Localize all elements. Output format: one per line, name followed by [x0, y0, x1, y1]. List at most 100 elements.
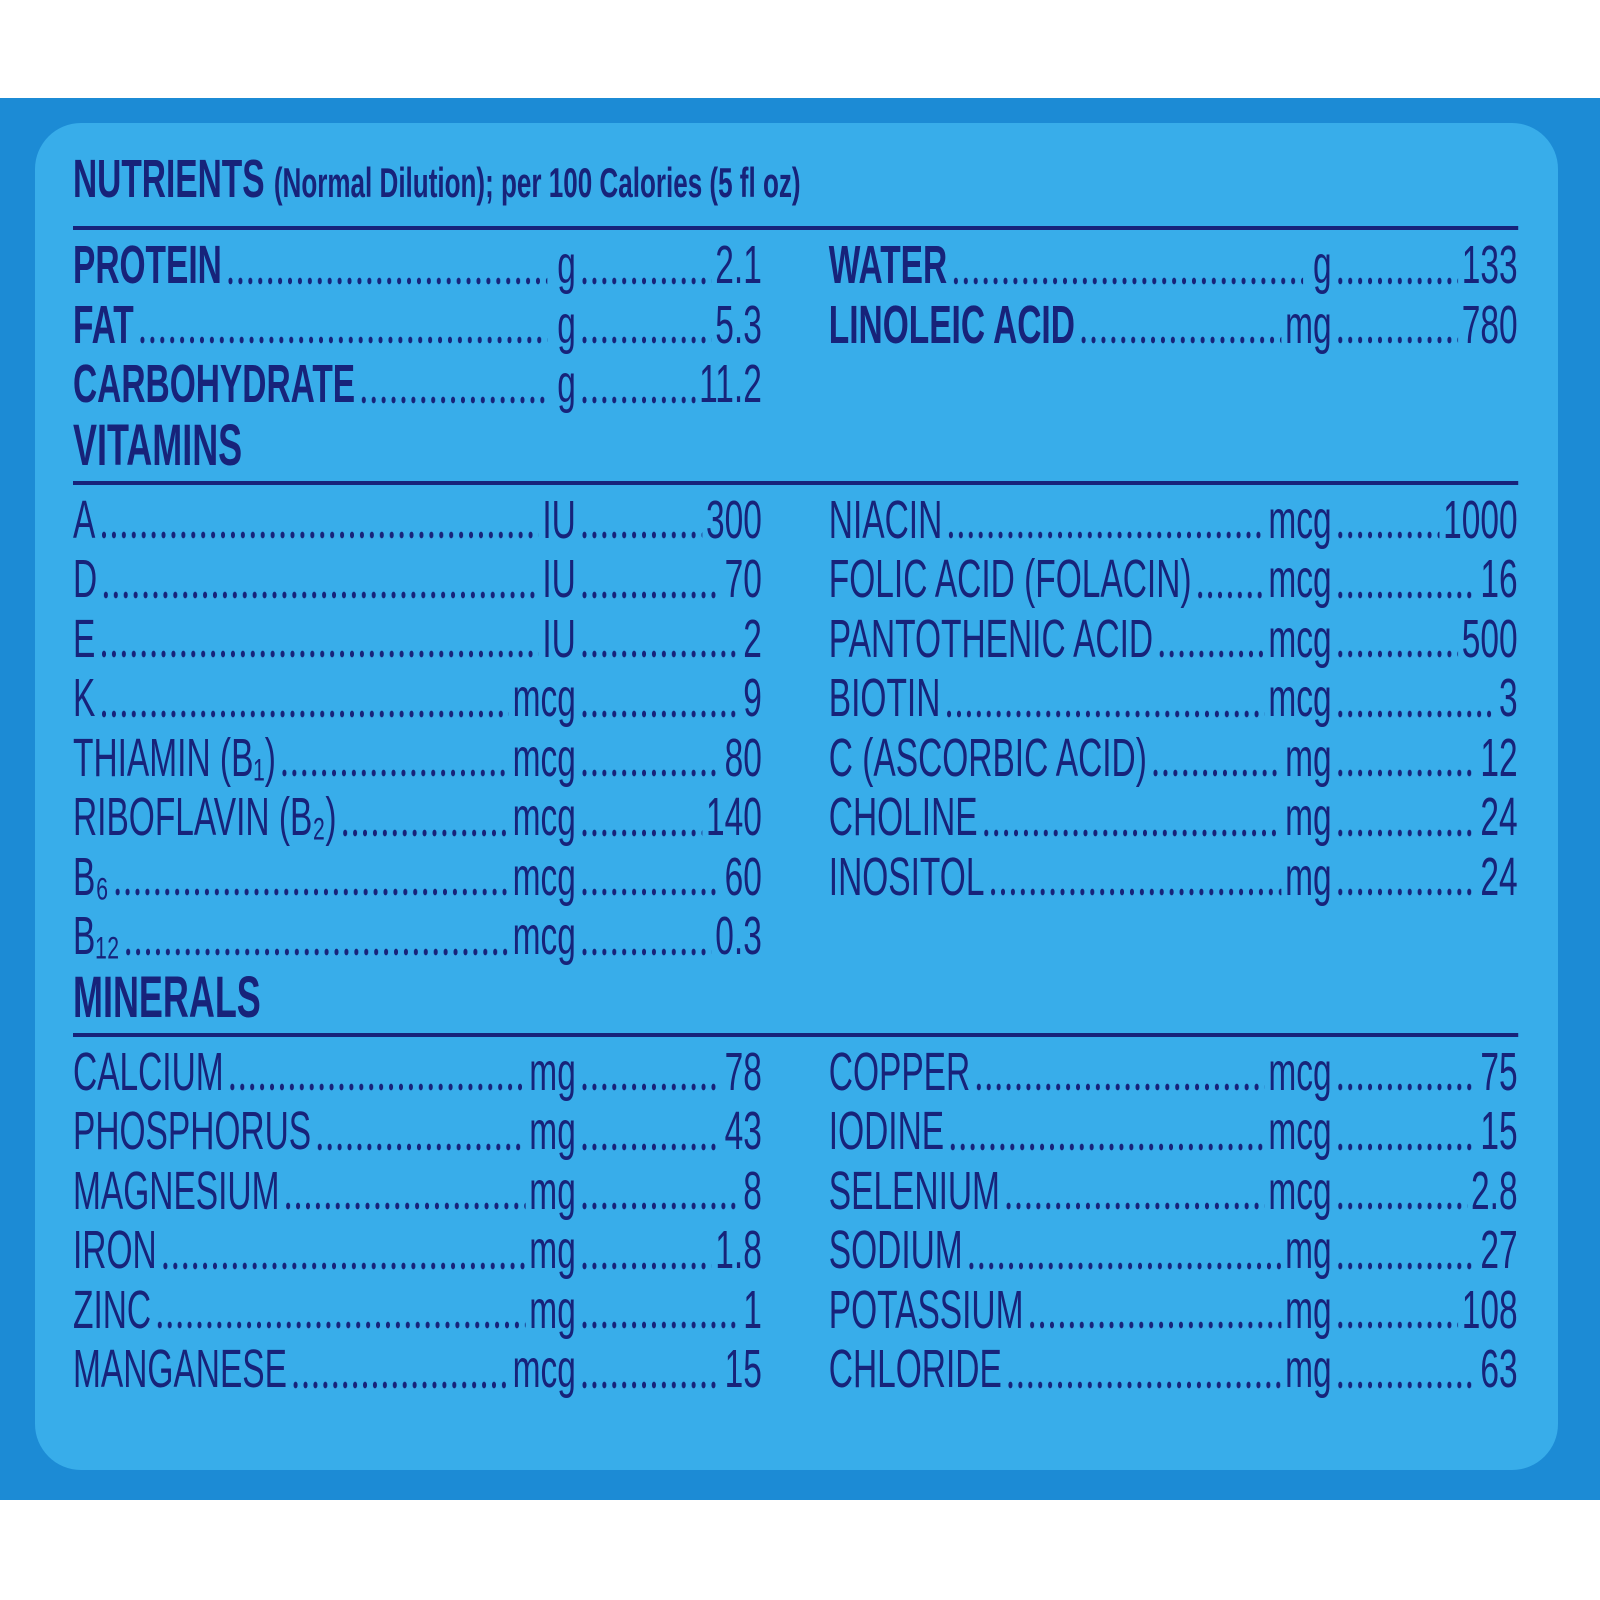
- amount: 15: [1480, 1101, 1518, 1161]
- amount: 27: [1480, 1220, 1518, 1280]
- rule: [73, 226, 1519, 230]
- unit: mg: [529, 1041, 576, 1102]
- dot-leader: [579, 1340, 721, 1400]
- nutrient-name: BIOTIN: [828, 668, 941, 728]
- nutrient-row: POTASSIUM mg 108: [828, 1279, 1518, 1340]
- value-box: 2.8: [1332, 1161, 1518, 1221]
- dot-leader: [988, 847, 1282, 907]
- title: NUTRIENTS (Normal Dilution); per 100 Cal…: [73, 149, 1518, 222]
- nutrient-name: POTASSIUM: [828, 1279, 1024, 1340]
- dot-leader: [966, 1221, 1282, 1281]
- dot-leader: [579, 490, 703, 550]
- nutrient-row: IODINE mcg 15: [829, 1101, 1518, 1162]
- unit: mcg: [1268, 489, 1332, 550]
- nutrient-row: RIBOFLAVIN (B₂) mcg 140: [73, 787, 762, 848]
- nutrient-row: PANTOTHENIC ACID mcg 500: [829, 608, 1518, 669]
- amount: 500: [1461, 608, 1518, 669]
- nutrient-row: MANGANESE mcg 15: [73, 1339, 762, 1400]
- value-box: 63: [1332, 1339, 1518, 1400]
- dot-leader: [579, 1161, 740, 1221]
- nutrient-name: C (ASCORBIC ACID): [828, 727, 1147, 788]
- nutrient-name: CHOLINE: [828, 787, 978, 847]
- value-box: 2: [576, 609, 762, 669]
- dot-leader: [1335, 295, 1459, 355]
- dot-leader: [981, 788, 1282, 848]
- unit: mcg: [1268, 608, 1332, 669]
- dot-leader: [579, 609, 740, 669]
- value-box: 780: [1332, 294, 1518, 355]
- nutrient-row: B₆ mcg 60: [73, 846, 762, 907]
- dot-leader: [160, 1221, 526, 1281]
- amount: 43: [724, 1101, 762, 1161]
- nutrient-row: E IU 2: [73, 609, 762, 669]
- unit: mcg: [512, 668, 576, 728]
- nutrient-name: LINOLEIC ACID: [828, 294, 1075, 355]
- nutrient-row: CHLORIDE mg 63: [828, 1339, 1518, 1400]
- unit: mg: [1285, 846, 1332, 907]
- title-sub: (Normal Dilution); per 100 Calories (5 f…: [273, 159, 801, 206]
- value-box: 2.1: [576, 235, 762, 296]
- dot-leader: [154, 1280, 526, 1340]
- dot-leader: [944, 669, 1265, 729]
- unit: IU: [542, 549, 576, 609]
- value-box: 108: [1332, 1279, 1518, 1340]
- unit: mcg: [512, 846, 576, 907]
- amount: 78: [724, 1041, 762, 1102]
- dot-leader: [1027, 1280, 1282, 1340]
- nutrient-row: SELENIUM mcg 2.8: [829, 1160, 1518, 1221]
- nutrient-row: INOSITOL mg 24: [829, 846, 1518, 907]
- dot-leader: [137, 295, 548, 355]
- dot-leader: [358, 355, 548, 415]
- nutrient-name: SODIUM: [828, 1220, 963, 1280]
- amount: 108: [1461, 1279, 1518, 1340]
- amount: 1: [743, 1279, 762, 1340]
- unit: g: [1312, 235, 1332, 295]
- amount: 780: [1461, 294, 1518, 355]
- section-heading: MINERALS: [73, 964, 261, 1030]
- unit: mg: [1285, 787, 1332, 847]
- amount: 9: [743, 668, 762, 728]
- nutrient-row: NIACIN mcg 1000: [829, 489, 1518, 550]
- dot-leader: [1156, 609, 1265, 669]
- dot-leader: [579, 355, 696, 415]
- amount: 300: [705, 489, 762, 550]
- unit: mcg: [1268, 1101, 1332, 1161]
- dot-leader: [945, 490, 1265, 550]
- left-column: PROTEIN g 2.1 FAT g 5.3 CARBOHYDRATE g 11.2: [73, 235, 762, 415]
- nutrient-name: CARBOHYDRATE: [73, 354, 356, 414]
- unit: IU: [542, 489, 576, 550]
- amount: 80: [724, 727, 762, 788]
- value-box: 16: [1332, 549, 1518, 610]
- value-box: 78: [576, 1041, 762, 1102]
- nutrient-name: MAGNESIUM: [73, 1160, 280, 1221]
- unit: mcg: [1268, 1160, 1332, 1221]
- amount: 1000: [1443, 489, 1518, 550]
- right-column: NIACIN mcg 1000 FOLIC ACID (FOLACIN) mcg 16 PA…: [828, 489, 1518, 967]
- dot-leader: [579, 788, 703, 848]
- amount: 3: [1498, 668, 1518, 728]
- dot-leader: [99, 669, 509, 729]
- nutrient-name: FOLIC ACID (FOLACIN): [828, 549, 1192, 609]
- dot-leader: [225, 236, 548, 296]
- nutrient-name: CHLORIDE: [828, 1339, 1002, 1399]
- nutrient-row: CHOLINE mg 24: [828, 787, 1518, 848]
- amount: 70: [724, 549, 762, 609]
- unit: mcg: [512, 906, 576, 966]
- dot-leader: [112, 847, 509, 907]
- dot-leader: [579, 1221, 712, 1281]
- nutrient-name: THIAMIN (B₁): [73, 727, 276, 788]
- dot-leader: [99, 490, 539, 550]
- dot-leader: [579, 295, 712, 355]
- value-box: 43: [576, 1101, 762, 1162]
- amount: 24: [1480, 846, 1518, 907]
- dot-leader: [579, 669, 740, 729]
- rule: [73, 480, 1519, 485]
- dot-leader: [100, 550, 539, 610]
- nutrient-row: IRON mg 1.8: [73, 1220, 762, 1281]
- nutrient-row: CARBOHYDRATE g 11.2: [73, 354, 762, 415]
- value-box: 60: [576, 847, 762, 907]
- dot-leader: [1335, 550, 1477, 610]
- amount: 133: [1461, 235, 1518, 295]
